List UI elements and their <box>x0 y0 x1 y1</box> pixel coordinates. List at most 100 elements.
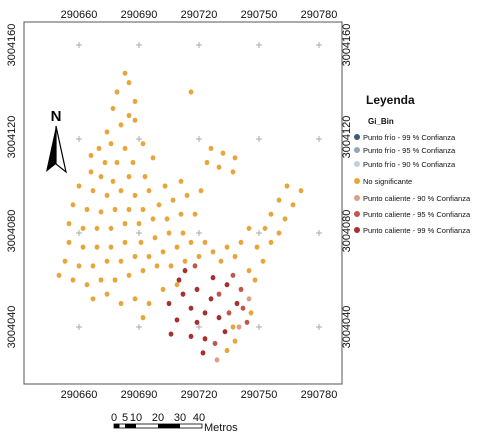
point-caliente-95 <box>192 263 198 269</box>
point-no-significante <box>84 282 90 288</box>
north-label: N <box>51 108 62 125</box>
point-no-significante <box>284 183 290 189</box>
point-no-significante <box>276 197 282 203</box>
point-no-significante <box>184 192 190 198</box>
point-caliente-99 <box>194 286 200 292</box>
point-no-significante <box>104 291 110 297</box>
point-no-significante <box>262 225 268 231</box>
point-no-significante <box>88 169 94 175</box>
y-tick-left: 3004080 <box>6 210 18 253</box>
point-no-significante <box>76 183 82 189</box>
point-no-significante <box>70 277 76 283</box>
point-caliente-95 <box>238 286 244 292</box>
point-caliente-99 <box>210 275 216 281</box>
point-no-significante <box>118 258 124 264</box>
point-no-significante <box>122 70 128 76</box>
point-no-significante <box>220 150 226 156</box>
point-no-significante <box>252 277 258 283</box>
point-no-significante <box>80 225 86 231</box>
point-no-significante <box>90 296 96 302</box>
point-no-significante <box>114 89 120 95</box>
legend-item-not-significant: No significante <box>354 175 412 187</box>
x-tick-bottom: 290750 <box>241 389 278 401</box>
point-no-significante <box>104 192 110 198</box>
y-tick-right: 3004120 <box>341 116 353 159</box>
point-caliente-95 <box>244 319 250 325</box>
point-no-significante <box>150 155 156 161</box>
point-no-significante <box>118 300 124 307</box>
point-no-significante <box>202 239 208 245</box>
point-no-significante <box>238 239 244 245</box>
points-layer <box>56 70 304 363</box>
point-caliente-95 <box>226 310 232 316</box>
legend-label: Punto caliente - 90 % Confianza <box>363 193 471 203</box>
point-caliente-99 <box>202 310 208 316</box>
point-no-significante <box>166 230 172 236</box>
point-no-significante <box>232 155 238 161</box>
point-no-significante <box>150 216 156 222</box>
point-caliente-99 <box>174 317 180 323</box>
legend-item-cold-99: Punto frío - 99 % Confianza <box>354 131 455 143</box>
point-no-significante <box>126 174 132 180</box>
y-tick-right: 3004080 <box>341 210 353 253</box>
point-no-significante <box>224 347 230 354</box>
point-no-significante <box>224 244 230 250</box>
point-no-significante <box>298 188 304 194</box>
point-no-significante <box>118 122 124 128</box>
point-no-significante <box>114 159 120 166</box>
point-no-significante <box>132 98 138 104</box>
legend-label: Punto frío - 99 % Confianza <box>363 132 456 142</box>
legend-swatch <box>354 195 360 201</box>
point-no-significante <box>62 258 68 264</box>
y-tick-left: 3004040 <box>6 306 18 349</box>
point-no-significante <box>260 258 266 264</box>
x-tick-top: 290660 <box>61 9 98 21</box>
point-no-significante <box>164 216 170 222</box>
legend-swatch <box>354 211 360 217</box>
point-no-significante <box>126 272 132 278</box>
point-no-significante <box>180 230 186 236</box>
point-no-significante <box>192 211 198 217</box>
point-no-significante <box>126 206 132 213</box>
scale-label: 5 <box>122 412 128 424</box>
point-no-significante <box>104 129 110 135</box>
point-no-significante <box>160 286 166 292</box>
point-no-significante <box>108 225 114 231</box>
point-no-significante <box>76 263 82 269</box>
point-no-significante <box>110 105 116 112</box>
point-no-significante <box>80 244 86 250</box>
point-no-significante <box>208 145 214 151</box>
legend-title: Leyenda <box>366 93 415 107</box>
legend-label: Punto caliente - 99 % Confianza <box>363 225 471 235</box>
point-no-significante <box>290 202 296 208</box>
point-no-significante <box>246 225 252 231</box>
point-no-significante <box>132 296 138 302</box>
point-caliente-95 <box>216 291 222 297</box>
x-tick-bottom: 290720 <box>181 389 218 401</box>
scale-label: 30 <box>174 412 186 424</box>
point-no-significante <box>188 239 194 245</box>
point-no-significante <box>88 152 94 159</box>
legend-item-cold-95: Punto frío - 95 % Confianza <box>354 144 455 156</box>
point-no-significante <box>268 211 274 217</box>
point-no-significante <box>84 206 90 213</box>
point-caliente-95 <box>230 272 236 278</box>
point-no-significante <box>130 159 136 166</box>
point-no-significante <box>246 268 252 274</box>
point-no-significante <box>56 272 62 278</box>
point-no-significante <box>110 178 116 184</box>
legend-label: Punto frío - 90 % Confianza <box>363 159 456 169</box>
y-tick-right: 3004160 <box>341 24 353 67</box>
point-no-significante <box>232 338 238 344</box>
point-no-significante <box>196 253 202 260</box>
point-caliente-95 <box>240 305 246 311</box>
point-caliente-99 <box>168 331 174 337</box>
point-no-significante <box>178 178 184 184</box>
point-no-significante <box>146 300 152 307</box>
y-tick-right: 3004040 <box>341 306 353 349</box>
scale-label: 40 <box>193 412 205 424</box>
x-tick-bottom: 290660 <box>61 389 98 401</box>
point-caliente-90 <box>246 296 252 302</box>
point-caliente-99 <box>202 336 208 342</box>
legend-item-hot-99: Punto caliente - 99 % Confianza <box>354 224 470 236</box>
